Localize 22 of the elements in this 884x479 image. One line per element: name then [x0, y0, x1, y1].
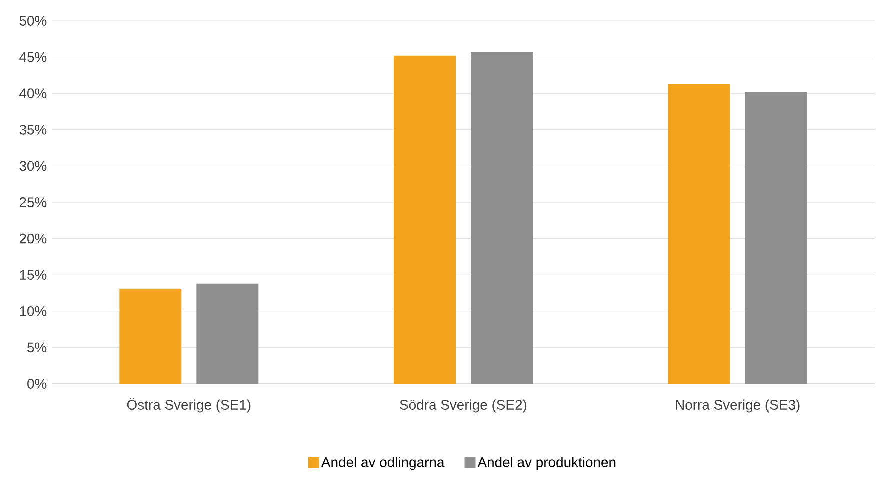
- y-tick-label: 40%: [20, 88, 47, 99]
- x-tick-label: Norra Sverige (SE3): [676, 400, 800, 413]
- y-tick-label: 5%: [28, 342, 47, 353]
- bar: [471, 52, 534, 384]
- y-tick-label: 20%: [20, 234, 47, 244]
- bar: [394, 56, 456, 384]
- bar: [745, 92, 808, 384]
- y-tick-label: 15%: [20, 270, 47, 280]
- bar: [668, 84, 730, 384]
- y-tick-label: 25%: [20, 198, 47, 208]
- y-tick-label: 35%: [20, 124, 47, 135]
- x-tick-label: Södra Sverige (SE2): [400, 400, 527, 413]
- legend-label: Andel av odlingarna: [321, 457, 445, 470]
- legend-label: Andel av produktionen: [478, 457, 616, 470]
- y-tick-label: 30%: [20, 161, 47, 172]
- x-tick-label: Östra Sverige (SE1): [127, 398, 251, 413]
- y-tick-label: 45%: [20, 52, 47, 62]
- y-tick-label: 10%: [20, 306, 47, 316]
- bar: [196, 284, 259, 384]
- y-tick-label: 50%: [20, 16, 47, 26]
- y-tick-label: 0%: [28, 379, 47, 389]
- bar: [120, 288, 182, 384]
